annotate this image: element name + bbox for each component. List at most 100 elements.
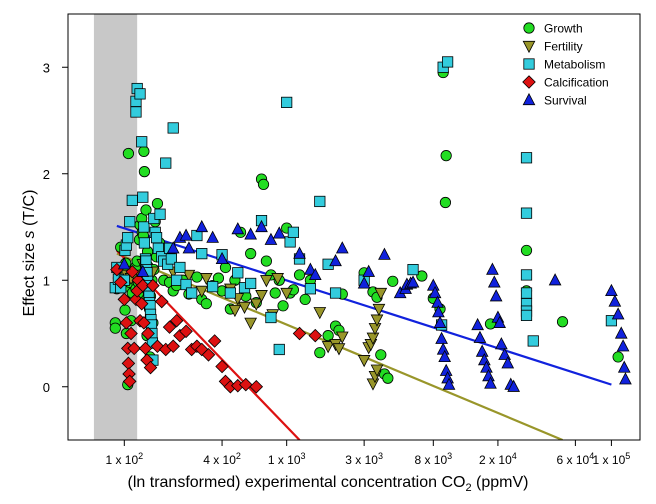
legend[interactable]: Growth Fertility Metabolism Calcification Su…: [522, 22, 609, 108]
point-growth: [382, 372, 394, 384]
point-growth: [260, 255, 272, 267]
point-calcification: [136, 278, 150, 293]
point-fertility: [199, 273, 213, 286]
point-calcification: [119, 316, 134, 330]
point-metabolism: [605, 315, 618, 327]
point-growth: [416, 270, 428, 282]
x-tick-label: 8 x 103: [414, 451, 452, 467]
legend-item-survival[interactable]: Survival: [522, 92, 587, 108]
point-survival: [435, 331, 448, 344]
legend-label: Calcification: [544, 76, 609, 90]
point-survival: [195, 219, 209, 233]
point-survival: [471, 317, 484, 331]
point-metabolism: [137, 191, 149, 203]
point-growth: [122, 147, 135, 160]
point-survival: [136, 264, 150, 277]
legend-item-fertility[interactable]: Fertility: [522, 40, 583, 54]
point-survival: [614, 326, 628, 339]
point-fertility: [195, 285, 209, 298]
point-fertility: [255, 290, 268, 303]
point-survival: [357, 276, 371, 289]
point-growth: [520, 244, 533, 257]
point-calcification: [201, 348, 216, 362]
legend-marker-calcification: [522, 75, 536, 89]
point-fertility: [374, 287, 388, 301]
point-growth: [375, 349, 387, 361]
point-fertility: [182, 269, 196, 282]
point-survival: [473, 330, 487, 343]
point-calcification: [207, 334, 222, 348]
point-growth: [138, 145, 150, 157]
point-survival: [605, 283, 618, 297]
point-fertility: [357, 355, 371, 368]
point-metabolism: [284, 236, 296, 248]
point-metabolism: [136, 136, 148, 148]
legend-label: Fertility: [544, 40, 583, 54]
point-metabolism: [167, 122, 179, 134]
point-metabolism: [150, 232, 163, 244]
point-survival: [206, 230, 220, 243]
point-survival: [272, 226, 286, 239]
point-survival: [611, 307, 625, 320]
point-fertility: [244, 317, 258, 330]
point-survival: [498, 347, 512, 360]
x-axis-title: (ln transformed) experimental concentrat…: [127, 474, 529, 495]
point-metabolism: [329, 287, 342, 299]
point-survival: [438, 349, 452, 363]
legend-item-metabolism[interactable]: Metabolism: [523, 58, 606, 72]
point-survival: [406, 275, 420, 288]
legend-item-calcification[interactable]: Calcification: [522, 75, 609, 90]
point-survival: [436, 342, 450, 355]
y-axis-title: Effect size s (T/C): [21, 190, 38, 317]
point-survival: [489, 289, 503, 302]
point-fertility: [260, 275, 273, 288]
series-metabolism: [109, 56, 618, 366]
point-metabolism: [160, 157, 172, 169]
series-calcification: [110, 262, 323, 394]
point-survival: [308, 267, 322, 281]
y-tick-label: 0: [43, 380, 50, 395]
point-survival: [264, 232, 278, 245]
x-tick-label: 1 x 102: [105, 451, 143, 467]
point-metabolism: [207, 281, 219, 293]
point-survival: [442, 377, 456, 390]
point-survival: [244, 227, 258, 240]
point-survival: [486, 262, 499, 275]
point-fertility: [372, 303, 386, 317]
point-metabolism: [130, 106, 142, 118]
point-survival: [179, 228, 193, 241]
point-metabolism: [273, 343, 285, 356]
point-survival: [426, 278, 440, 291]
point-calcification: [162, 320, 177, 334]
svg-text:Effect size s (T/C: Effect size s (T/C): [21, 190, 38, 317]
point-metabolism: [314, 195, 326, 208]
point-metabolism: [232, 267, 244, 279]
legend-label: Survival: [544, 94, 587, 108]
point-metabolism: [124, 216, 136, 228]
point-metabolism: [520, 207, 533, 219]
point-metabolism: [442, 56, 454, 68]
point-growth: [140, 204, 152, 216]
point-metabolism: [520, 309, 533, 321]
point-survival: [487, 275, 501, 288]
x-tick-label: 6 x 104: [557, 451, 595, 467]
point-calcification: [117, 292, 132, 307]
point-calcification: [134, 296, 149, 311]
point-survival: [548, 273, 562, 286]
point-calcification: [292, 326, 307, 341]
point-fertility: [366, 332, 380, 345]
point-survival: [608, 294, 622, 307]
x-tick-label: 1 x 103: [268, 451, 306, 467]
point-growth: [322, 330, 334, 342]
legend-item-growth[interactable]: Growth: [523, 22, 583, 36]
point-metabolism: [224, 287, 236, 299]
point-fertility: [228, 304, 242, 318]
point-growth: [439, 196, 452, 209]
point-survival: [493, 315, 507, 328]
point-metabolism: [520, 269, 533, 281]
point-growth: [387, 275, 399, 287]
legend-marker-growth: [523, 22, 535, 34]
point-survival: [329, 254, 342, 267]
point-metabolism: [407, 263, 419, 276]
x-tick-label: 4 x 102: [203, 451, 241, 467]
